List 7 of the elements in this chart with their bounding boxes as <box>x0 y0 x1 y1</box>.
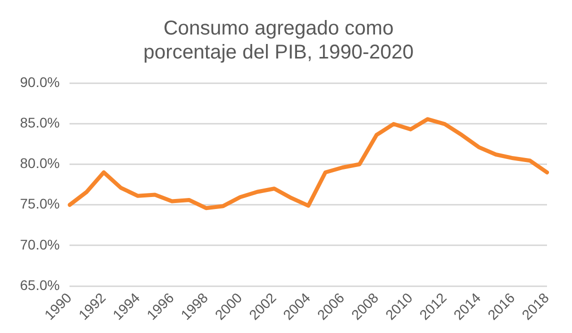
y-tick-label: 65.0% <box>20 276 60 293</box>
y-tick-label: 85.0% <box>20 114 60 130</box>
y-tick-label: 80.0% <box>20 155 60 172</box>
chart-title: Consumo agregado como porcentaje del PIB, 1990-2020 <box>143 18 414 64</box>
y-tick-label: 90.0% <box>20 74 60 90</box>
y-tick-label: 75.0% <box>20 196 60 212</box>
y-tick-label: 70.0% <box>20 236 60 252</box>
